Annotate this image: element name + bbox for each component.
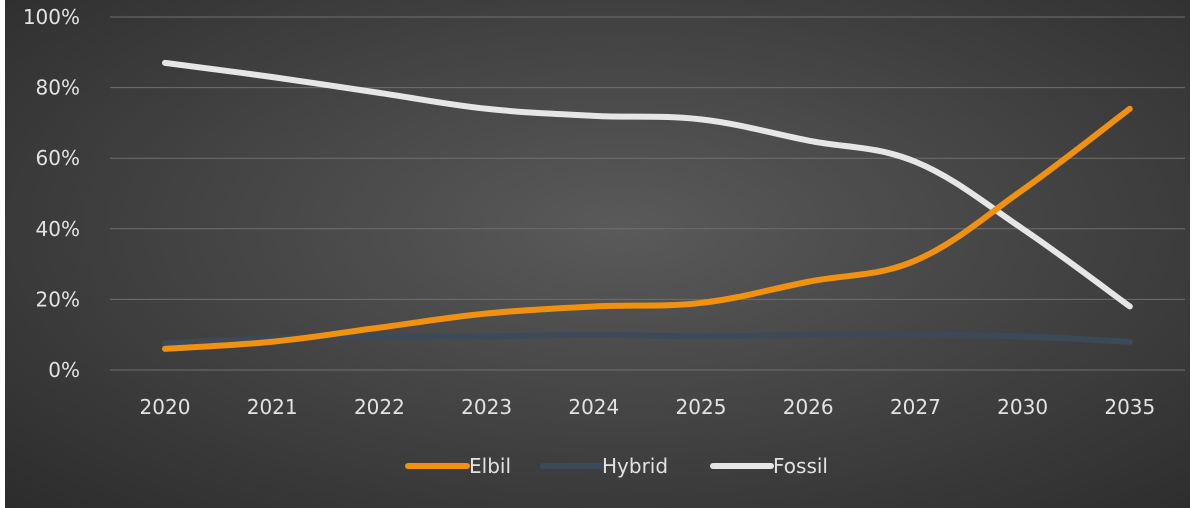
x-tick-label: 2025 (676, 395, 727, 419)
x-axis-ticks: 2020 2021 2022 2023 2024 2025 2026 2027 2030 2035 (140, 395, 1156, 419)
x-tick-label: 2020 (140, 395, 191, 419)
y-tick-label: 80% (36, 76, 80, 100)
line-chart: 0%20%40%60%80%100% 2020 2021 2022 2023 2024 2… (23, 5, 1185, 478)
x-tick-label: 2024 (568, 395, 619, 419)
series-line-fossil (162, 59, 1133, 310)
y-axis-ticks: 0% 20% 40% 60% 80% 100% (23, 5, 80, 382)
x-tick-label: 2023 (461, 395, 512, 419)
legend-label-hybrid: Hybrid (602, 454, 668, 478)
y-tick-label: 20% (36, 287, 80, 311)
series-lines (162, 59, 1133, 352)
x-tick-label: 2021 (247, 395, 298, 419)
x-tick-label: 2022 (354, 395, 405, 419)
gridlines (110, 16, 1185, 371)
chart-area: 0% 20% 40% 60% 80% 100% 2020 2021 2022 2023 2024 2… (5, 0, 1190, 508)
legend-label-elbil: Elbil (469, 454, 511, 478)
y-tick-label: 40% (36, 217, 80, 241)
legend-label-fossil: Fossil (773, 454, 828, 478)
series-line-elbil (162, 105, 1133, 352)
y-tick-label: 100% (23, 5, 80, 29)
x-tick-label: 2027 (890, 395, 941, 419)
x-tick-label: 2026 (783, 395, 834, 419)
legend: Elbil Hybrid Fossil (405, 454, 828, 478)
y-tick-label: 60% (36, 146, 80, 170)
y-tick-label: 0% (48, 358, 80, 382)
x-tick-label: 2035 (1104, 395, 1155, 419)
x-tick-label: 2030 (997, 395, 1048, 419)
